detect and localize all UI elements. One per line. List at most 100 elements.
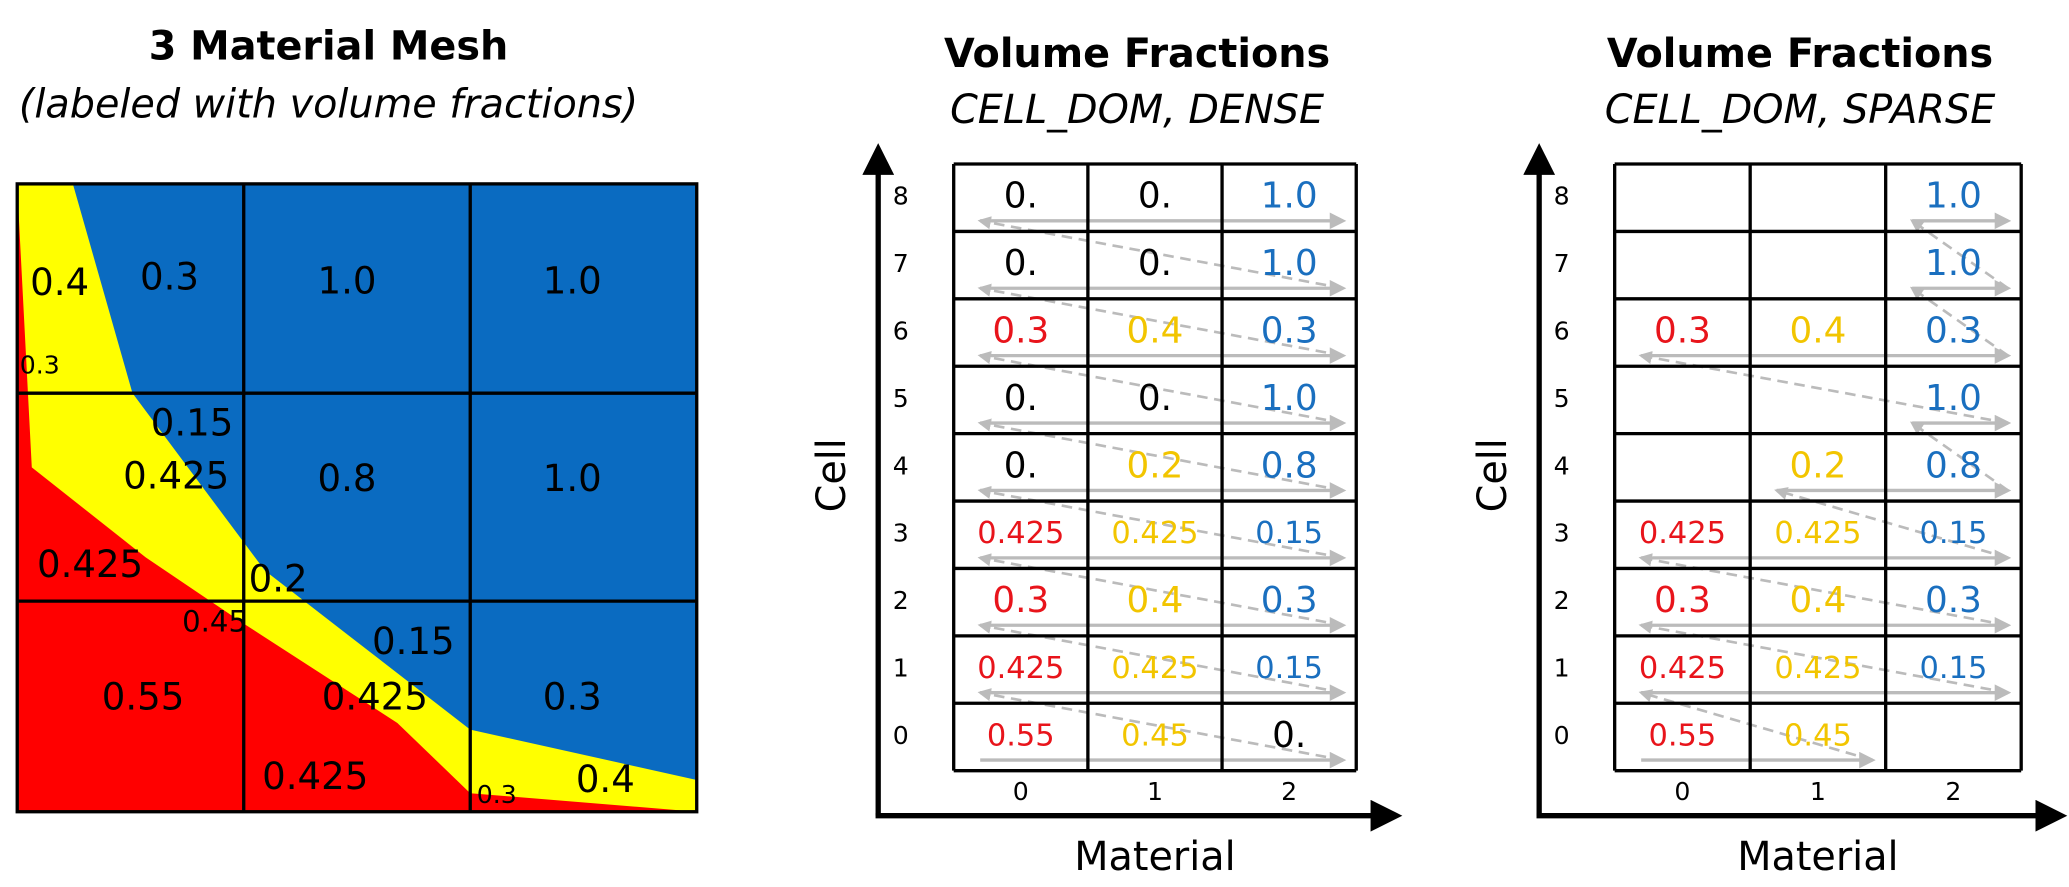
row-label: 0 bbox=[1554, 721, 1570, 750]
cell-value: 0.3 bbox=[1925, 580, 1982, 621]
row-label: 4 bbox=[893, 451, 909, 480]
cell-value: 0.15 bbox=[1255, 516, 1323, 551]
cell-value: 0.55 bbox=[987, 718, 1055, 753]
cell-value: 0. bbox=[1138, 378, 1172, 419]
mesh-title: 3 Material Mesh bbox=[149, 23, 509, 69]
x-axis-label: Material bbox=[1737, 834, 1898, 880]
row-label: 6 bbox=[893, 317, 909, 346]
order-arrow bbox=[1910, 286, 2009, 357]
row-label: 7 bbox=[1554, 249, 1570, 278]
table-subtitle: CELL_DOM, DENSE bbox=[950, 87, 1325, 133]
mesh-label: 0.4 bbox=[576, 758, 635, 801]
table-title: Volume Fractions bbox=[1607, 31, 1993, 77]
cell-value: 0.425 bbox=[1639, 516, 1726, 551]
cell-value: 0.425 bbox=[977, 651, 1064, 686]
cell-value: 0. bbox=[1004, 445, 1038, 486]
row-label: 5 bbox=[893, 384, 909, 413]
cell-value: 0.2 bbox=[1127, 445, 1184, 486]
mesh-label: 0.2 bbox=[249, 558, 308, 601]
cell-value: 0. bbox=[1004, 176, 1038, 217]
cell-value: 0. bbox=[1004, 378, 1038, 419]
mesh-label: 0.45 bbox=[182, 605, 247, 639]
cell-value: 1.0 bbox=[1925, 176, 1982, 217]
row-label: 2 bbox=[893, 586, 909, 615]
mesh-label: 0.425 bbox=[123, 454, 229, 497]
cell-value: 0.8 bbox=[1925, 445, 1982, 486]
cell-value: 0.3 bbox=[1261, 311, 1318, 352]
order-arrow bbox=[1638, 689, 1873, 762]
cell-value: 0.425 bbox=[1111, 651, 1198, 686]
mesh-grid bbox=[15, 182, 699, 814]
order-arrow bbox=[1910, 219, 2009, 290]
cell-value: 0.3 bbox=[992, 311, 1049, 352]
mesh-label: 0.4 bbox=[30, 261, 89, 304]
cell-value: 0.425 bbox=[977, 516, 1064, 551]
row-label: 8 bbox=[1554, 182, 1570, 211]
mesh-label: 1.0 bbox=[318, 260, 377, 303]
cell-value: 0.45 bbox=[1784, 718, 1852, 753]
order-arrow bbox=[977, 283, 1344, 357]
cell-value: 0.3 bbox=[1654, 311, 1711, 352]
col-label: 2 bbox=[1281, 777, 1297, 806]
col-label: 1 bbox=[1810, 777, 1826, 806]
cell-value: 0.15 bbox=[1920, 516, 1988, 551]
mesh-label: 0.15 bbox=[372, 620, 455, 663]
order-arrow bbox=[977, 351, 1344, 425]
cell-value: 1.0 bbox=[1261, 378, 1318, 419]
cell-value: 0.3 bbox=[1261, 580, 1318, 621]
cell-value: 0. bbox=[1138, 243, 1172, 284]
row-label: 3 bbox=[893, 519, 909, 548]
row-label: 0 bbox=[893, 721, 909, 750]
row-label: 6 bbox=[1554, 317, 1570, 346]
order-arrow bbox=[977, 418, 1344, 492]
cell-value: 1.0 bbox=[1925, 243, 1982, 284]
cell-value: 0.425 bbox=[1639, 651, 1726, 686]
row-label: 2 bbox=[1554, 586, 1570, 615]
row-label: 1 bbox=[893, 654, 909, 683]
order-arrow bbox=[977, 216, 1344, 290]
cell-value: 0.3 bbox=[1654, 580, 1711, 621]
mesh-label: 0.425 bbox=[322, 676, 428, 719]
mesh-label: 0.8 bbox=[318, 457, 377, 500]
mesh-label: 0.3 bbox=[20, 351, 60, 380]
mesh-label: 0.3 bbox=[543, 676, 602, 719]
cell-value: 0. bbox=[1004, 243, 1038, 284]
mesh-red bbox=[17, 186, 697, 812]
order-arrow bbox=[977, 620, 1344, 694]
cell-value: 0.8 bbox=[1261, 445, 1318, 486]
cell-value: 0.425 bbox=[1774, 651, 1861, 686]
mesh-label: 0.3 bbox=[140, 256, 199, 299]
order-arrow bbox=[977, 688, 1344, 762]
cell-value: 0.4 bbox=[1789, 580, 1846, 621]
table-title: Volume Fractions bbox=[944, 31, 1330, 77]
mesh-subtitle: (labeled with volume fractions) bbox=[19, 82, 638, 128]
order-arrow bbox=[1774, 487, 2009, 560]
cell-value: 1.0 bbox=[1261, 176, 1318, 217]
col-label: 0 bbox=[1013, 777, 1029, 806]
cell-value: 0.45 bbox=[1121, 718, 1189, 753]
cell-value: 0.4 bbox=[1789, 311, 1846, 352]
row-label: 4 bbox=[1554, 451, 1570, 480]
cell-value: 0.425 bbox=[1111, 516, 1198, 551]
mesh-label: 0.3 bbox=[477, 780, 517, 809]
cell-value: 1.0 bbox=[1925, 378, 1982, 419]
cell-value: 1.0 bbox=[1261, 243, 1318, 284]
mesh-label: 0.425 bbox=[262, 755, 368, 798]
cell-value: 0.55 bbox=[1649, 718, 1717, 753]
order-arrow bbox=[977, 553, 1344, 627]
cell-value: 0. bbox=[1138, 176, 1172, 217]
order-arrow bbox=[1910, 421, 2009, 492]
cell-value: 0.2 bbox=[1789, 445, 1846, 486]
order-arrow bbox=[977, 485, 1344, 560]
col-label: 0 bbox=[1674, 777, 1690, 806]
cell-value: 0.3 bbox=[1925, 311, 1982, 352]
mesh-label: 0.425 bbox=[37, 543, 143, 586]
y-axis-label: Cell bbox=[1470, 438, 1516, 512]
cell-value: 0.425 bbox=[1774, 516, 1861, 551]
row-label: 5 bbox=[1554, 384, 1570, 413]
mesh-label: 0.55 bbox=[102, 676, 185, 719]
row-label: 8 bbox=[893, 182, 909, 211]
row-label: 7 bbox=[893, 249, 909, 278]
y-axis-label: Cell bbox=[809, 438, 855, 512]
